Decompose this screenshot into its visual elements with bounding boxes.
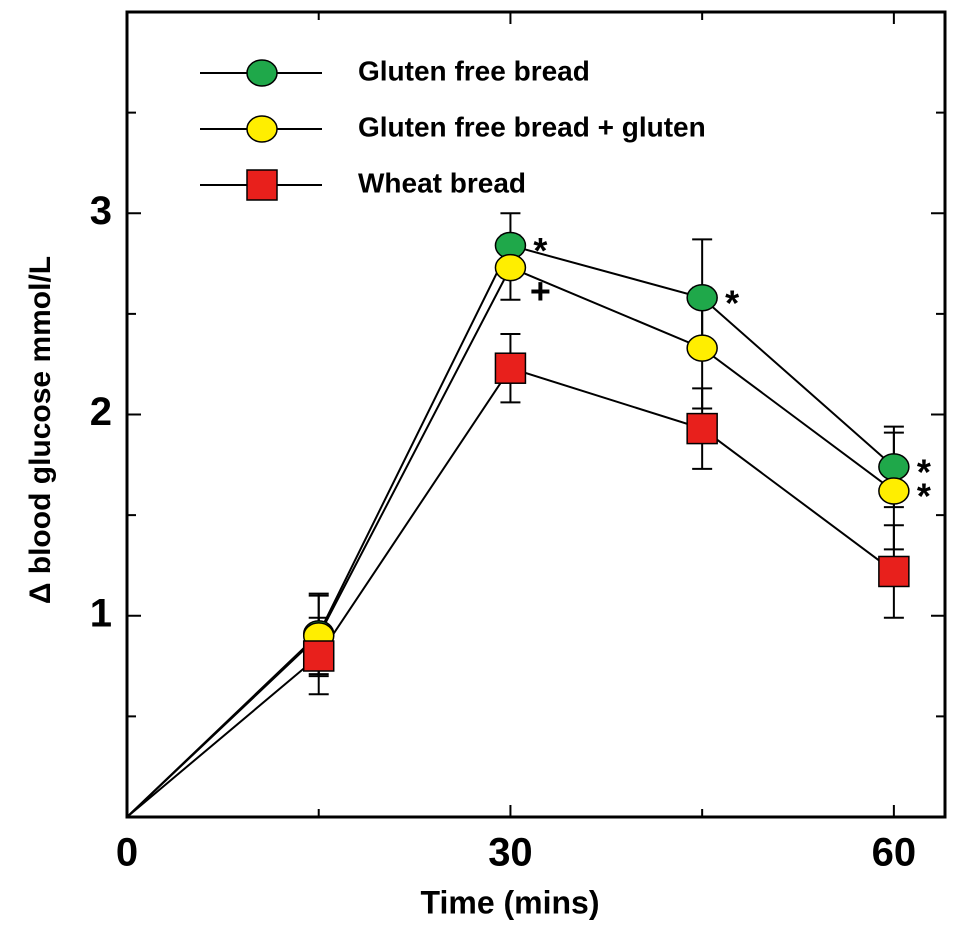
y-tick-label: 1 [90, 591, 112, 635]
y-tick-label: 3 [90, 189, 112, 233]
legend-label: Gluten free bread [358, 55, 590, 86]
data-point [302, 640, 335, 672]
data-point [878, 477, 910, 505]
legend-label: Wheat bread [358, 167, 526, 198]
data-point [878, 555, 910, 588]
data-point [878, 453, 910, 481]
legend-label: Gluten free bread + gluten [358, 111, 706, 142]
x-tick-label: 0 [116, 831, 138, 875]
annotation: * [917, 451, 931, 492]
x-tick-label: 30 [488, 831, 533, 875]
x-tick-label: 60 [872, 831, 917, 875]
data-point [686, 412, 718, 445]
data-point [494, 253, 527, 282]
legend-marker [246, 169, 278, 201]
legend-marker [246, 59, 278, 87]
annotation: * [533, 230, 547, 271]
y-tick-label: 2 [90, 390, 112, 434]
annotation: + [530, 270, 551, 311]
data-point [686, 334, 718, 362]
legend-marker [246, 115, 278, 143]
data-point [494, 352, 527, 384]
x-axis-label: Time (mins) [421, 884, 600, 920]
plot-frame [125, 10, 947, 819]
annotation: * [917, 475, 931, 516]
annotation: * [725, 282, 739, 323]
data-point [686, 284, 718, 312]
y-axis-label: Δ blood glucose mmol/L [24, 256, 57, 604]
